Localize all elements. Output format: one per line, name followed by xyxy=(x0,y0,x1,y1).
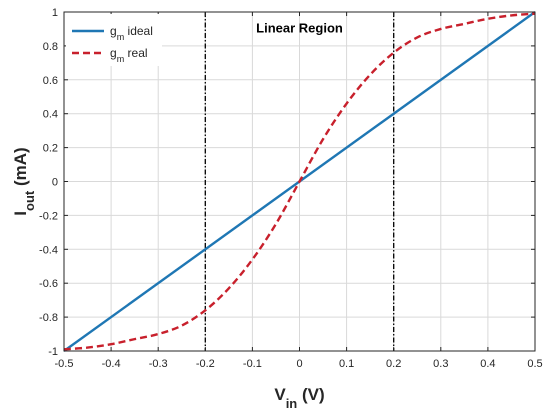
x-tick-labels: -0.5 -0.4 -0.3 -0.2 -0.1 0 0.1 0.2 0.3 0.4 0.5 xyxy=(55,358,543,370)
x-tick-label: 0.1 xyxy=(339,358,354,370)
x-axis-label-unit: (V) xyxy=(297,385,324,404)
y-tick-label: -0.8 xyxy=(39,312,58,324)
x-tick-label: -0.3 xyxy=(149,358,168,370)
x-tick-label: -0.4 xyxy=(102,358,121,370)
y-tick-label: 0.4 xyxy=(43,109,58,121)
y-axis-label: Iout (mA) xyxy=(11,147,37,215)
annotation-linear-region: Linear Region xyxy=(256,20,343,35)
y-axis-label-unit: (mA) xyxy=(11,147,30,190)
region-boundaries xyxy=(204,12,395,351)
y-axis-label-main: I xyxy=(11,211,30,216)
x-tick-label: 0 xyxy=(296,358,302,370)
x-tick-label: -0.2 xyxy=(196,358,215,370)
x-axis-label: Vin (V) xyxy=(274,385,324,408)
legend-label-main: g xyxy=(110,46,117,60)
series-line-real xyxy=(63,12,536,351)
y-tick-label: -1 xyxy=(48,346,58,358)
x-tick-label: 0.2 xyxy=(386,358,401,370)
legend-box xyxy=(66,14,162,66)
y-tick-label: 0 xyxy=(52,177,58,189)
series-layer xyxy=(63,11,536,352)
legend-label-suffix: real xyxy=(124,46,147,60)
y-tick-label: 1 xyxy=(52,7,58,19)
legend-label-sub: m xyxy=(117,32,125,42)
y-tick-label: 0.6 xyxy=(43,75,58,87)
x-tick-label: 0.4 xyxy=(480,358,495,370)
legend-label-suffix: ideal xyxy=(124,24,153,38)
x-axis-label-sub: in xyxy=(286,396,298,408)
y-axis-label-sub: out xyxy=(22,190,37,211)
y-tick-labels: -1 -0.8 -0.6 -0.4 -0.2 0 0.2 0.4 0.6 0.8 1 xyxy=(39,7,58,358)
x-tick-label: -0.1 xyxy=(243,358,262,370)
legend-label: gm real xyxy=(110,46,148,64)
y-tick-label: -0.2 xyxy=(39,210,58,222)
legend-label-sub: m xyxy=(117,54,125,64)
x-axis-label-main: V xyxy=(274,385,286,404)
legend-label-main: g xyxy=(110,24,117,38)
y-tick-label: 0.2 xyxy=(43,143,58,155)
legend-label: gm ideal xyxy=(110,24,153,42)
x-tick-label: 0.5 xyxy=(527,358,542,370)
x-tick-label: -0.5 xyxy=(55,358,74,370)
annotations: Linear Region xyxy=(256,20,343,35)
y-tick-label: -0.6 xyxy=(39,278,58,290)
x-tick-label: 0.3 xyxy=(433,358,448,370)
y-tick-label: 0.8 xyxy=(43,41,58,53)
y-tick-label: -0.4 xyxy=(39,244,58,256)
